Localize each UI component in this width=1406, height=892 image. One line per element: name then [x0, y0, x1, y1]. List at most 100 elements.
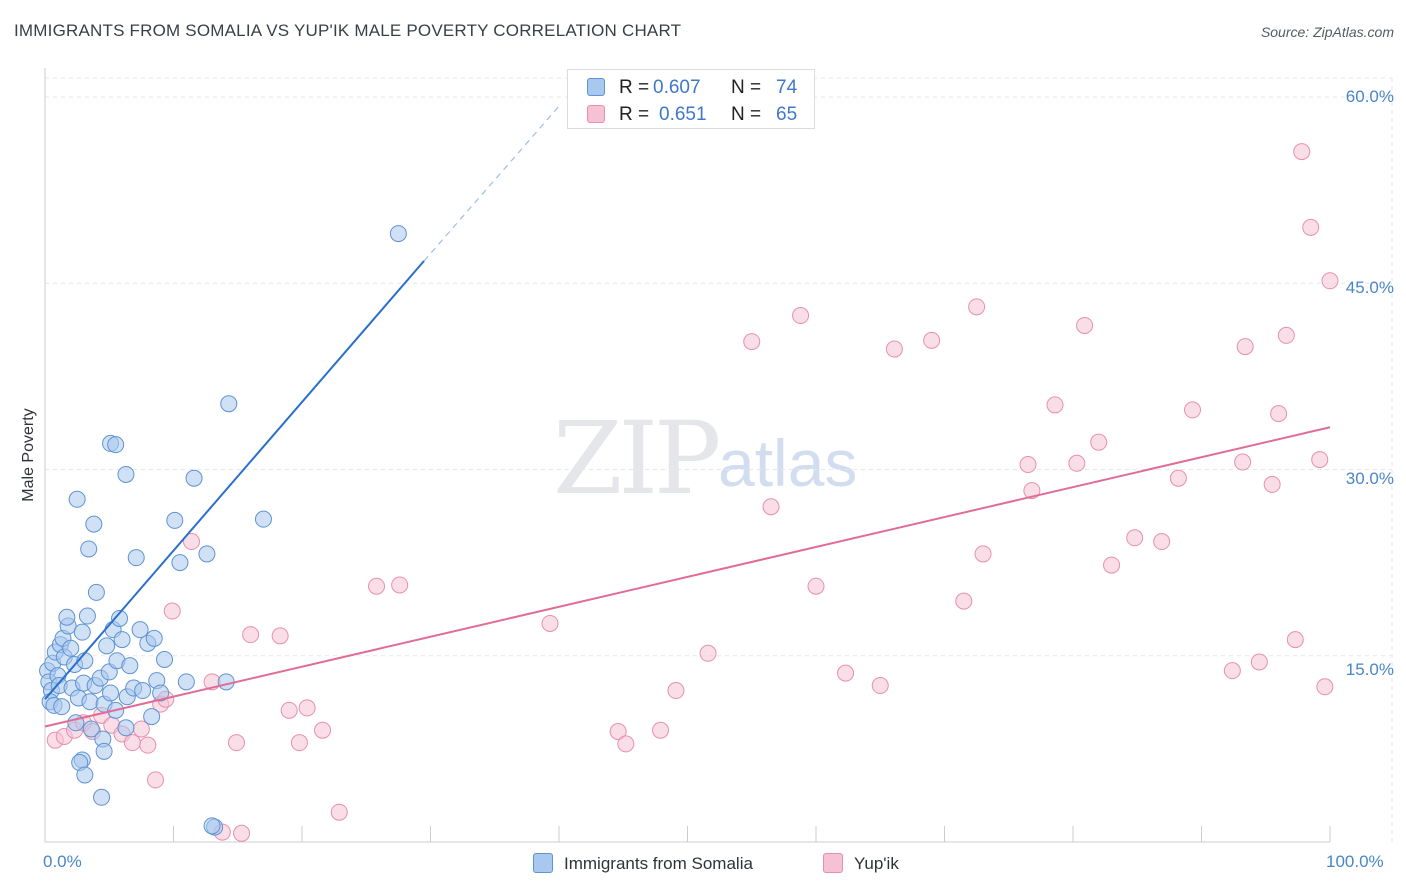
yupik-swatch [587, 105, 605, 123]
data-point [156, 650, 174, 668]
series-yupik [46, 143, 1339, 842]
data-point [58, 608, 76, 626]
data-point [1169, 469, 1187, 487]
data-point [1286, 631, 1304, 649]
somalia-trend-extension [423, 102, 563, 262]
r-value: 0.607 [653, 77, 701, 98]
data-point [1293, 143, 1311, 161]
y-tick-label: 60.0% [1345, 87, 1394, 106]
data-point [974, 545, 992, 563]
data-point [1076, 316, 1094, 334]
n-value: 65 [776, 104, 798, 125]
data-point [182, 533, 200, 551]
x-tick-label-min: 0.0% [43, 852, 82, 871]
somalia-trend-line [44, 260, 425, 700]
data-point [98, 637, 116, 655]
data-point [280, 701, 298, 719]
data-point [117, 719, 135, 737]
axes [44, 68, 1331, 843]
data-point [1103, 556, 1121, 574]
data-point [1311, 451, 1329, 469]
data-point [139, 736, 157, 754]
data-point [792, 307, 810, 325]
data-point [163, 602, 181, 620]
series-somalia [39, 225, 407, 836]
data-point [78, 607, 96, 625]
data-point [1223, 662, 1241, 680]
data-point [1090, 433, 1108, 451]
n-label: N = [731, 104, 762, 125]
somalia-swatch [587, 78, 605, 96]
source-label: Source: ZipAtlas.com [1260, 24, 1394, 40]
data-point [1302, 218, 1320, 236]
data-point [652, 721, 670, 739]
data-point [147, 771, 165, 789]
data-point [171, 554, 189, 572]
data-point [1236, 338, 1254, 356]
data-point [391, 576, 409, 594]
r-label: R = [619, 104, 650, 125]
data-point [389, 225, 407, 243]
data-point [923, 331, 941, 349]
data-point [80, 540, 98, 558]
data-point [1321, 272, 1339, 290]
data-point [314, 721, 332, 739]
data-point [185, 469, 203, 487]
data-point [1126, 529, 1144, 547]
y-tick-label: 30.0% [1345, 469, 1394, 488]
data-point [111, 610, 129, 627]
somalia-legend-swatch [533, 853, 553, 873]
data-point [871, 677, 889, 695]
data-point [107, 436, 125, 454]
data-point [123, 734, 141, 752]
data-point [699, 644, 717, 662]
data-point [1234, 453, 1252, 471]
data-point [233, 824, 251, 842]
data-point [743, 333, 761, 351]
data-point [330, 803, 348, 821]
n-label: N = [731, 77, 762, 98]
data-point [1263, 475, 1281, 493]
watermark-atlas: atlas [718, 426, 858, 500]
data-point [1277, 326, 1295, 344]
data-point [609, 722, 627, 740]
data-point [541, 614, 559, 632]
data-point [121, 657, 139, 675]
data-point [807, 577, 825, 595]
data-point [955, 592, 973, 610]
data-point [73, 623, 91, 641]
data-point [145, 629, 163, 647]
data-point [242, 626, 260, 644]
data-point [885, 340, 903, 358]
r-label: R = [619, 77, 650, 98]
data-point [93, 788, 111, 806]
data-point [85, 515, 103, 533]
trend-lines [44, 102, 1331, 728]
data-point [762, 498, 780, 516]
data-point [837, 664, 855, 682]
data-point [227, 734, 245, 752]
r-value: 0.651 [659, 104, 707, 125]
y-axis-label: Male Poverty [20, 408, 37, 502]
data-point [617, 735, 635, 753]
data-point [1023, 482, 1041, 500]
data-point [1046, 396, 1064, 414]
data-point [117, 465, 135, 483]
data-point [1153, 533, 1171, 551]
data-point [152, 684, 170, 702]
yupik-legend-swatch [823, 853, 843, 873]
data-point [667, 682, 685, 700]
data-point [82, 720, 100, 738]
data-point [134, 682, 152, 700]
yupik-trend-line [44, 426, 1331, 728]
legend-label: Yup'ik [854, 854, 899, 873]
data-point [177, 673, 195, 691]
legend-label: Immigrants from Somalia [564, 854, 753, 873]
data-point [1270, 405, 1288, 423]
data-point [113, 631, 131, 649]
data-point [127, 549, 145, 567]
data-point [81, 693, 99, 711]
data-point [198, 545, 216, 563]
data-point [203, 817, 221, 835]
data-point [1316, 678, 1334, 696]
